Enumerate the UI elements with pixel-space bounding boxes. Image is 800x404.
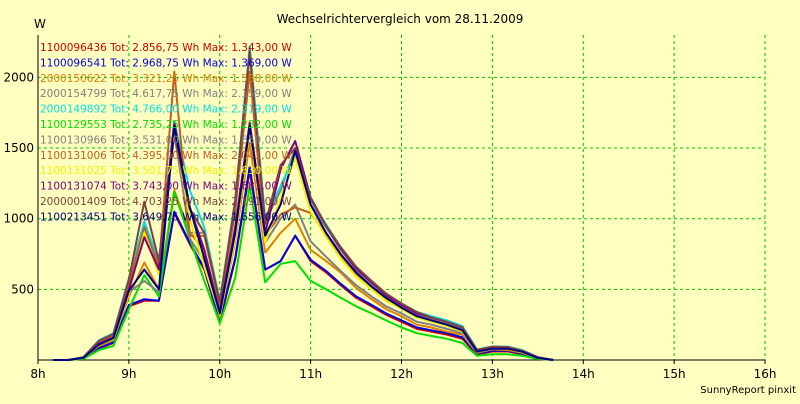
x-tick-label: 13h [481, 367, 504, 381]
legend-entry: 2000149892 Tot: 4.766,00 Wh Max: 2.219,0… [40, 104, 292, 116]
legend-entry: 1100131025 Tot: 3.501,75 Wh Max: 1.630,0… [40, 165, 292, 177]
footer-credit: SunnyReport pinxit [700, 385, 796, 396]
series-lines [53, 45, 554, 361]
x-tick-label: 14h [572, 367, 595, 381]
legend: 1100096436 Tot: 2.856,75 Wh Max: 1.343,0… [40, 42, 292, 223]
legend-entry: 1100096541 Tot: 2.968,75 Wh Max: 1.369,0… [40, 57, 292, 69]
y-tick-label: 2000 [3, 70, 34, 84]
x-tick-label: 11h [299, 367, 322, 381]
legend-entry: 2000150622 Tot: 3.321,25 Wh Max: 1.538,0… [40, 73, 292, 85]
x-tick-label: 15h [663, 367, 686, 381]
legend-entry: 2000001409 Tot: 4.703,25 Wh Max: 2.191,0… [40, 196, 292, 208]
x-tick-label: 8h [30, 367, 45, 381]
series-line [53, 184, 554, 361]
series-line [53, 165, 554, 361]
series-line [53, 125, 554, 361]
y-tick-label: 500 [11, 282, 34, 296]
x-tick-label: 10h [208, 367, 231, 381]
y-tick-label: 1500 [3, 141, 34, 155]
legend-entry: 1100131006 Tot: 4.395,00 Wh Max: 2.041,0… [40, 150, 292, 162]
x-tick-label: 9h [121, 367, 136, 381]
series-line [53, 49, 554, 361]
legend-entry: 1100131074 Tot: 3.743,00 Wh Max: 1.681,0… [40, 181, 292, 193]
y-axis-unit: W [34, 17, 46, 31]
x-tick-label: 16h [754, 367, 777, 381]
y-tick-label: 1000 [3, 212, 34, 226]
legend-entry: 1100213451 Tot: 3.649,75 Wh Max: 1.656,0… [40, 211, 292, 223]
legend-entry: 1100129553 Tot: 2.735,25 Wh Max: 1.232,0… [40, 119, 292, 131]
legend-entry: 1100130966 Tot: 3.531,00 Wh Max: 1.659,0… [40, 134, 292, 146]
axes: 8h 9h 10h 11h 12h 13h 14h 15h 16h 500 1000 1500 2000 [3, 35, 776, 381]
x-tick-label: 12h [390, 367, 413, 381]
legend-entry: 1100096436 Tot: 2.856,75 Wh Max: 1.343,0… [40, 42, 292, 54]
legend-entry: 2000154799 Tot: 4.617,75 Wh Max: 2.159,0… [40, 88, 292, 100]
chart-title: Wechselrichtervergleich vom 28.11.2009 [277, 12, 524, 26]
